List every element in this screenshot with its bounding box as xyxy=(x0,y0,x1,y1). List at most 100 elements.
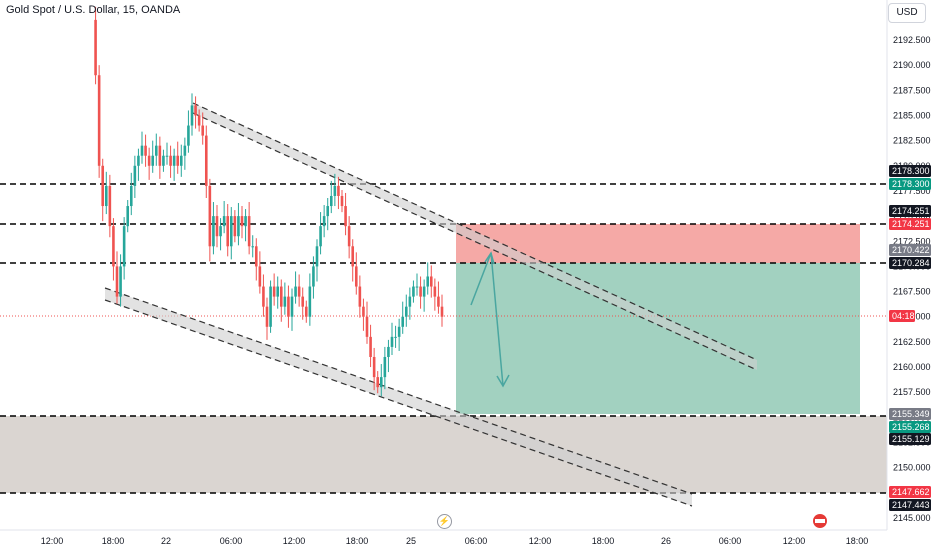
candle-up xyxy=(397,326,401,337)
demand-zone[interactable] xyxy=(0,416,887,493)
projection-arrow-up[interactable] xyxy=(470,252,492,306)
time-tick-label: 12:00 xyxy=(283,536,306,546)
price-tag-label: 2147.662 xyxy=(892,487,930,497)
price-tick-label: 2187.500 xyxy=(893,85,931,95)
time-tick-label: 25 xyxy=(406,536,416,546)
candle-up xyxy=(315,246,319,267)
time-tick-label: 06:00 xyxy=(465,536,488,546)
candle-up xyxy=(401,316,405,327)
price-tag-label: 2147.443 xyxy=(892,500,930,510)
time-tick-label: 12:00 xyxy=(41,536,64,546)
price-tag: 2170.284 xyxy=(889,257,931,269)
candle-up xyxy=(426,276,430,287)
candle-up xyxy=(412,286,415,297)
candle-up xyxy=(212,216,215,247)
channel-lower-band[interactable] xyxy=(105,288,692,506)
candle-down xyxy=(247,216,251,247)
candlestick-series xyxy=(94,6,444,397)
time-tick-label: 18:00 xyxy=(846,536,869,546)
candle-down xyxy=(279,286,283,307)
candle-up xyxy=(283,296,287,307)
candle-down xyxy=(372,356,376,378)
lightning-icon[interactable]: ⚡ xyxy=(437,514,452,529)
candle-up xyxy=(179,155,183,166)
price-tag: 2174.251 xyxy=(889,205,931,217)
candle-down xyxy=(301,296,305,307)
time-tick-label: 12:00 xyxy=(783,536,806,546)
candle-up xyxy=(154,145,158,156)
candle-up xyxy=(394,336,397,338)
candle-up xyxy=(183,145,187,156)
price-tag: 2178.300 xyxy=(889,178,931,190)
candle-up xyxy=(172,155,176,166)
candle-down xyxy=(169,155,172,166)
price-tag-label: 04:18 xyxy=(892,311,915,321)
price-tick-label: 2145.000 xyxy=(893,513,931,523)
candle-down xyxy=(437,296,440,307)
candle-down xyxy=(158,145,162,166)
price-tags: 2178.300 2178.300 2174.251 2174.251 2170.422… xyxy=(889,165,931,511)
candle-up xyxy=(379,377,383,388)
candle-up xyxy=(187,125,190,146)
price-tick-label: 2182.500 xyxy=(893,136,931,146)
us-flag-icon[interactable] xyxy=(813,514,827,528)
candle-down xyxy=(362,306,365,317)
time-tick-label: 26 xyxy=(661,536,671,546)
candle-down xyxy=(272,286,276,297)
candle-down xyxy=(365,316,369,337)
price-axis[interactable]: 2192.500 2190.000 2187.500 2185.000 2182.500… xyxy=(893,35,931,523)
price-tag-label: 2155.349 xyxy=(892,409,930,419)
price-tag: 2147.443 xyxy=(889,499,931,511)
candle-down xyxy=(254,246,258,267)
time-axis[interactable]: 12:00 18:00 22 06:00 12:00 18:00 25 06:00 12:00 1… xyxy=(41,536,869,546)
candle-up xyxy=(219,226,222,237)
candle-up xyxy=(319,226,322,247)
candle-down xyxy=(297,286,301,297)
time-tick-label: 18:00 xyxy=(346,536,369,546)
price-tick-label: 2150.000 xyxy=(893,463,931,473)
price-tag: 2178.300 xyxy=(889,165,931,177)
candle-down xyxy=(344,206,347,227)
candle-up xyxy=(222,216,226,227)
take-profit-zone[interactable] xyxy=(456,263,860,414)
currency-button[interactable]: USD xyxy=(888,3,926,23)
time-tick-label: 06:00 xyxy=(220,536,243,546)
candle-up xyxy=(276,286,280,297)
candle-down xyxy=(369,336,372,357)
price-tick-label: 2177.500 xyxy=(893,186,931,196)
candle-down xyxy=(201,125,205,136)
price-tag-label: 2155.129 xyxy=(892,434,930,444)
price-tag-label: 2174.251 xyxy=(892,206,930,216)
price-tag-label: 2178.300 xyxy=(892,166,930,176)
candle-up xyxy=(294,286,297,297)
channel-upper-line-bottom xyxy=(192,112,758,371)
candle-down xyxy=(108,185,112,227)
price-tag-label: 2178.300 xyxy=(892,179,930,189)
price-tag: 2155.349 xyxy=(889,408,931,420)
candle-down xyxy=(215,216,219,237)
price-tag-label: 2170.284 xyxy=(892,258,930,268)
price-tick-label: 2162.500 xyxy=(893,337,931,347)
candle-down xyxy=(176,155,180,166)
projection-arrow-down[interactable] xyxy=(490,252,504,387)
candle-down xyxy=(197,115,201,126)
candle-up xyxy=(390,336,394,347)
candle-up xyxy=(408,296,412,307)
candle-up xyxy=(129,185,133,207)
candle-down xyxy=(101,165,105,207)
candle-down xyxy=(233,216,237,237)
candle-up xyxy=(122,226,126,267)
candle-down xyxy=(354,266,358,287)
channel-upper-band[interactable] xyxy=(193,103,757,370)
candle-up xyxy=(229,216,233,247)
price-tick-label: 2172.500 xyxy=(893,236,931,246)
price-tag: 2174.251 xyxy=(889,218,931,230)
candle-up xyxy=(162,155,165,166)
candle-up xyxy=(237,216,240,237)
candle-up xyxy=(244,216,247,227)
time-tick-label: 12:00 xyxy=(529,536,552,546)
chart-title: Gold Spot / U.S. Dollar, 15, OANDA xyxy=(6,4,181,16)
candle-up xyxy=(104,185,108,207)
price-tag: 2155.268 xyxy=(889,421,931,433)
